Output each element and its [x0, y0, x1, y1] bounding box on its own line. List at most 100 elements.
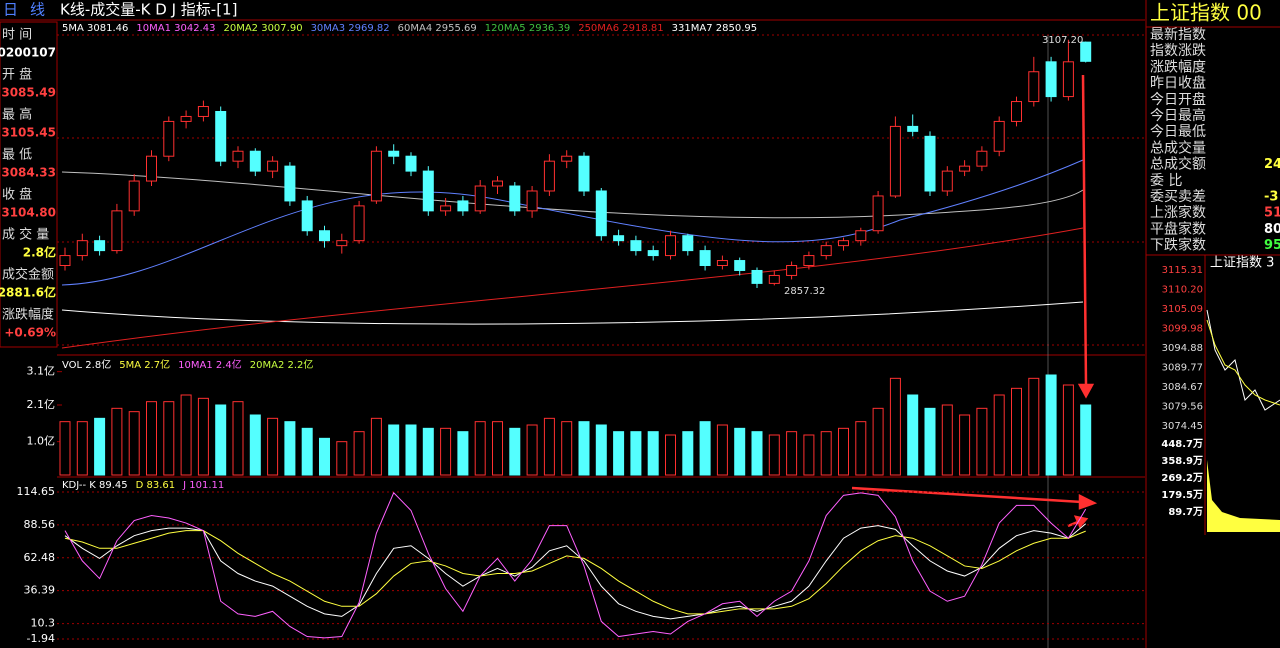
candle-body	[838, 240, 849, 247]
arrow-head	[1078, 493, 1098, 510]
candle-body	[319, 230, 330, 242]
volume-bar	[924, 407, 936, 476]
y-tick-label: 36.39	[24, 584, 56, 597]
candle-body	[457, 200, 469, 212]
volume-bar	[128, 411, 140, 476]
panel-label: 最新指数	[1150, 27, 1206, 43]
volume-bar	[561, 421, 573, 476]
mini-line	[1206, 309, 1280, 411]
legend-entry: 30MA3 2969.82	[311, 23, 390, 34]
panel-label: 下跌家数	[1150, 237, 1206, 254]
candle-body	[422, 170, 434, 212]
candle-body	[630, 240, 642, 252]
volume-bar	[492, 421, 503, 476]
candle-body	[59, 255, 71, 267]
legend-entry: VOL 2.8亿	[62, 358, 111, 371]
y-tick-label: 62.48	[24, 551, 56, 564]
y-tick-label: 114.65	[17, 485, 56, 498]
mini-volume-label: 179.5万	[1161, 489, 1203, 501]
candle-body	[232, 150, 244, 162]
candle-body	[1028, 71, 1040, 103]
mini-price-label: 3079.56	[1162, 402, 1203, 413]
volume-bar	[613, 431, 625, 476]
info-label: 开 盘	[2, 67, 32, 83]
candle-body	[768, 274, 780, 284]
candle-body	[76, 240, 88, 257]
candle-body	[336, 240, 348, 247]
volume-bar	[803, 434, 815, 476]
volume-bar	[509, 427, 521, 476]
info-label: 最 低	[2, 148, 32, 163]
info-label: 最 高	[2, 107, 32, 123]
info-value: 2881.6亿	[0, 285, 56, 300]
candle-body	[959, 165, 971, 172]
ma-line	[61, 171, 1084, 219]
legend-entry: 10MA1 2.4亿	[178, 358, 242, 371]
mini-price-label: 3084.67	[1162, 382, 1203, 393]
legend-entry: 10MA1 3042.43	[136, 23, 215, 34]
volume-bar	[1080, 404, 1092, 476]
candle-body	[388, 150, 400, 157]
candle-body	[993, 120, 1005, 152]
candle-body	[1045, 61, 1057, 98]
legend-entry: 120MA5 2936.39	[485, 23, 570, 34]
volume-bar	[301, 427, 313, 476]
volume-bar	[336, 441, 348, 476]
volume-bar	[595, 424, 607, 476]
volume-bar	[1062, 384, 1074, 476]
volume-bar	[630, 431, 642, 476]
volume-bar	[59, 421, 71, 476]
volume-bar	[647, 431, 659, 476]
candle-body	[267, 160, 279, 172]
info-label: 成 交 量	[2, 227, 49, 243]
panel-label: 今日最高	[1150, 107, 1206, 124]
panel-value: 95	[1264, 238, 1280, 253]
candle-body	[474, 185, 486, 212]
candle-body	[665, 235, 676, 257]
kdj-line	[64, 491, 1087, 639]
candle-body	[543, 160, 555, 192]
y-tick-label: -1.94	[27, 632, 55, 645]
volume-bar	[163, 401, 175, 476]
ma-line	[61, 301, 1084, 325]
info-label: 收 盘	[2, 187, 32, 203]
candle-body	[872, 195, 884, 232]
panel-label: 委买卖差	[1150, 189, 1206, 205]
mini-volume-label: 448.7万	[1161, 438, 1203, 450]
candle-body	[855, 230, 867, 242]
panel-label: 昨日收盘	[1150, 75, 1206, 92]
indicator-title: K线-成交量-K D J 指标-[1]	[60, 1, 237, 19]
volume-bar	[889, 377, 901, 476]
candle-body	[578, 155, 590, 192]
volume-bar	[215, 404, 227, 476]
candle-body	[820, 245, 832, 257]
panel-label: 今日最低	[1150, 124, 1206, 140]
y-tick-label: 1.0亿	[27, 435, 56, 448]
legend-entry: 60MA4 2955.69	[398, 23, 477, 34]
candle-body	[976, 150, 988, 167]
candle-body	[1011, 101, 1022, 122]
legend-entry: 5MA 3081.46	[62, 23, 128, 34]
volume-bar	[232, 401, 244, 476]
volume-bar	[405, 424, 417, 476]
candle-body	[509, 185, 521, 212]
candle-body	[734, 260, 746, 271]
candle-body	[526, 190, 538, 212]
mini-price-label: 3105.09	[1162, 304, 1203, 315]
candle-body	[405, 155, 417, 172]
legend-entry: J 101.11	[182, 480, 224, 491]
volume-bar	[872, 407, 884, 476]
mini-price-label: 3074.45	[1162, 421, 1203, 432]
legend-entry: 5MA 2.7亿	[119, 358, 170, 371]
candle-body	[146, 155, 157, 182]
volume-bar	[665, 434, 676, 476]
panel-label: 涨跌幅度	[1150, 59, 1206, 75]
panel-label: 总成交额	[1150, 156, 1206, 173]
candle-body	[682, 235, 694, 252]
candle-body	[197, 106, 209, 117]
volume-bar	[146, 401, 157, 476]
mini-volume-label: 269.2万	[1161, 472, 1203, 484]
candle-body	[889, 125, 901, 197]
volume-bar	[284, 421, 296, 476]
candle-body	[215, 110, 227, 162]
